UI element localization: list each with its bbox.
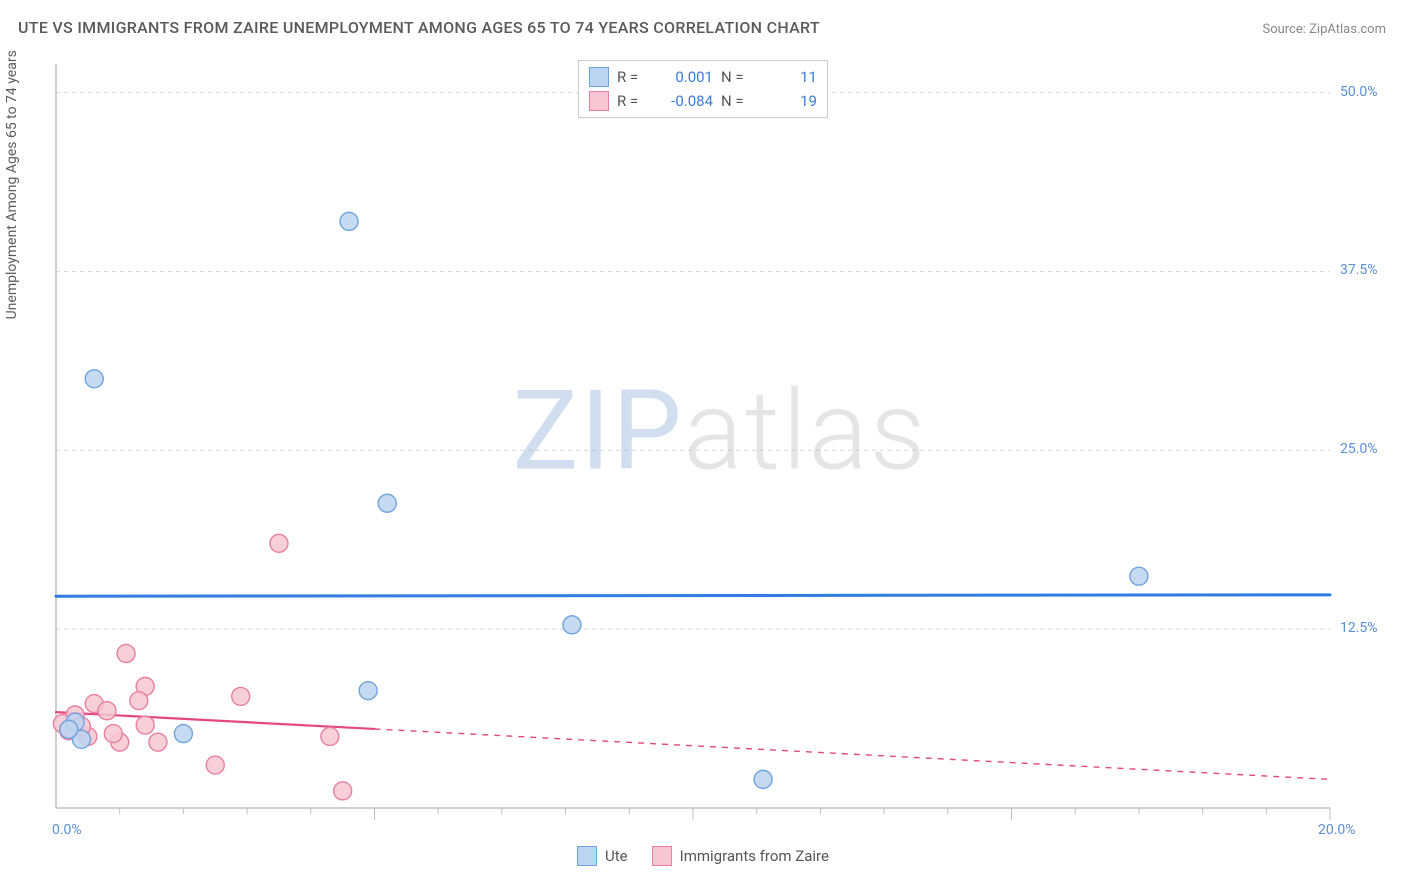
legend-swatch-ute bbox=[577, 846, 597, 866]
legend-swatch-zaire bbox=[652, 846, 672, 866]
x-max-label: 20.0% bbox=[1318, 822, 1356, 838]
scatter-chart-svg bbox=[50, 56, 1390, 838]
legend-correlation-stats: R = 0.001 N = 11 R = -0.084 N = 19 bbox=[578, 60, 828, 118]
legend-swatch-zaire bbox=[589, 91, 609, 111]
legend-label-ute: Ute bbox=[605, 847, 628, 865]
plot-area: ZIPatlas 12.5%25.0%37.5%50.0%0.0%20.0% bbox=[50, 56, 1390, 838]
source-attribution: Source: ZipAtlas.com bbox=[1262, 22, 1386, 37]
legend-row-ute: R = 0.001 N = 11 bbox=[589, 65, 817, 89]
y-tick-label: 12.5% bbox=[1340, 620, 1378, 636]
x-origin-label: 0.0% bbox=[52, 822, 82, 838]
legend-r-label: R = bbox=[617, 92, 645, 110]
legend-r-value-zaire: -0.084 bbox=[653, 92, 713, 110]
chart-title: UTE VS IMMIGRANTS FROM ZAIRE UNEMPLOYMEN… bbox=[18, 18, 820, 37]
legend-item-ute: Ute bbox=[577, 846, 628, 866]
legend-r-value-ute: 0.001 bbox=[653, 68, 713, 86]
legend-r-label: R = bbox=[617, 68, 645, 86]
legend-swatch-ute bbox=[589, 67, 609, 87]
legend-n-value-zaire: 19 bbox=[757, 92, 817, 110]
legend-n-label: N = bbox=[721, 92, 749, 110]
legend-n-label: N = bbox=[721, 68, 749, 86]
legend-n-value-ute: 11 bbox=[757, 68, 817, 86]
y-tick-label: 50.0% bbox=[1340, 84, 1378, 100]
y-tick-label: 25.0% bbox=[1340, 441, 1378, 457]
y-tick-label: 37.5% bbox=[1340, 262, 1378, 278]
legend-item-zaire: Immigrants from Zaire bbox=[652, 846, 829, 866]
legend-series: Ute Immigrants from Zaire bbox=[577, 846, 829, 866]
legend-label-zaire: Immigrants from Zaire bbox=[680, 847, 829, 865]
y-axis-label: Unemployment Among Ages 65 to 74 years bbox=[4, 50, 20, 319]
legend-row-zaire: R = -0.084 N = 19 bbox=[589, 89, 817, 113]
